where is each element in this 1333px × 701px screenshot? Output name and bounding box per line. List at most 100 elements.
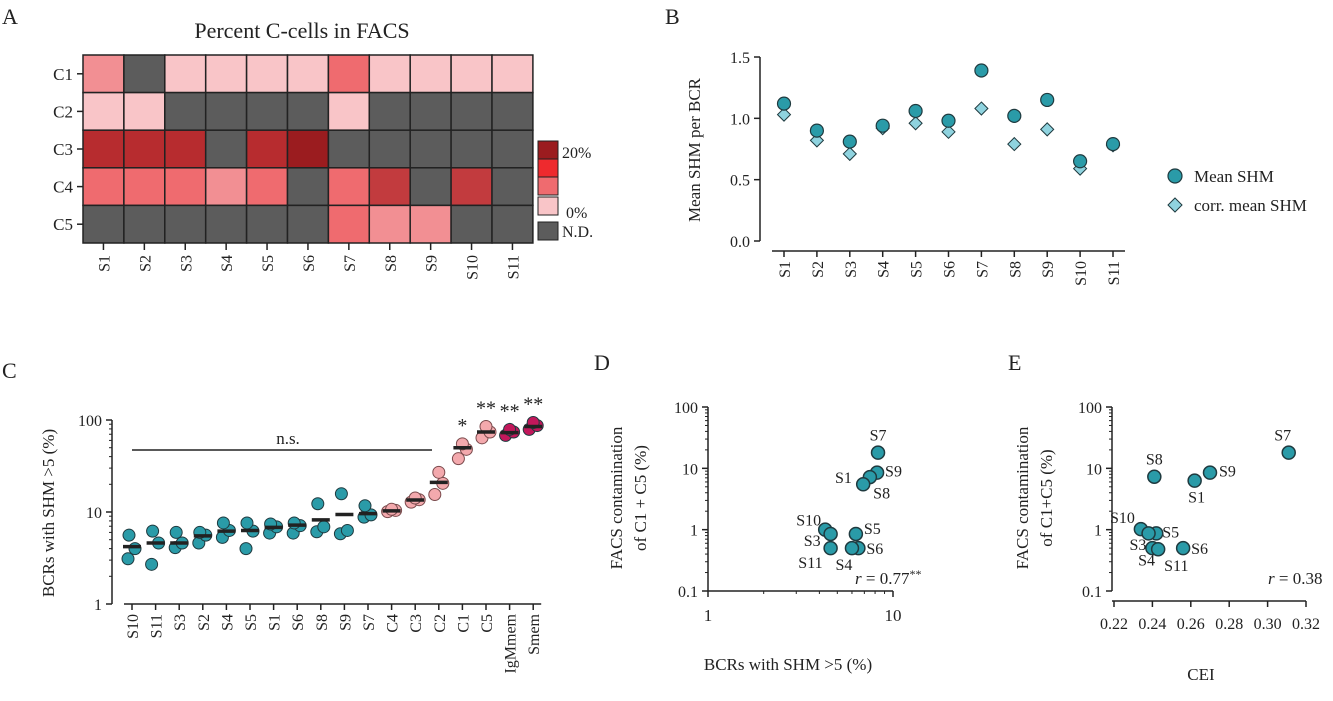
heatmap-cell <box>368 54 411 94</box>
c-point <box>334 487 348 501</box>
d-point <box>823 540 838 556</box>
e-point-label: S5 <box>1162 524 1179 541</box>
col-label: S5 <box>260 255 277 272</box>
b-point-mean <box>1040 92 1055 108</box>
e-x-tick-label: 0.24 <box>1138 616 1166 633</box>
heatmap-title: Percent C-cells in FACS <box>194 18 409 43</box>
panel-letter-c: C <box>2 358 17 383</box>
panel-e-scatter: FACS contamination of C1+C5 (%) CEI 0.1 1… <box>1013 400 1322 684</box>
col-label: S2 <box>137 255 154 272</box>
legend-swatch-mid <box>537 176 559 196</box>
e-point-label: S9 <box>1219 464 1236 481</box>
d-point-label: S7 <box>870 428 887 445</box>
ns-label: n.s. <box>276 429 300 448</box>
d-x-tick-label: 1 <box>704 606 713 625</box>
b-x-tick-label: S8 <box>1007 261 1024 278</box>
e-point <box>1141 526 1156 541</box>
heatmap-cell <box>82 129 125 169</box>
c-ylabel: BCRs with SHM >5 (%) <box>39 429 58 597</box>
heatmap-cell <box>123 91 166 131</box>
b-point-corr-mean <box>776 107 792 122</box>
b-x-tick-label: S7 <box>974 261 991 278</box>
c-point <box>358 499 372 513</box>
b-point-mean <box>974 63 989 78</box>
c-x-tick-label: Smem <box>526 613 543 654</box>
c-x-tick-label: S2 <box>196 614 213 631</box>
b-x-tick-label: S2 <box>810 261 827 278</box>
row-label: C2 <box>53 102 73 121</box>
b-point-mean <box>809 123 825 138</box>
heatmap-cell <box>164 91 207 131</box>
c-point <box>428 487 442 501</box>
heatmap-cell <box>409 54 452 94</box>
c-point <box>122 528 136 542</box>
col-label: S4 <box>219 255 236 272</box>
c-point <box>240 516 254 530</box>
d-r-label: r = 0.77** <box>855 567 921 588</box>
heatmap-cell <box>409 129 452 169</box>
heatmap-cell <box>123 129 166 169</box>
b-y-tick-label: 1.5 <box>730 50 750 67</box>
legend-label-mean-shm: Mean SHM <box>1194 167 1274 186</box>
heatmap-cell <box>491 167 534 207</box>
heatmap-cell <box>82 167 125 207</box>
b-point-corr-mean <box>974 101 989 116</box>
heatmap-cell <box>82 54 125 94</box>
heatmap-cell <box>123 204 166 244</box>
e-y-tick-label: 10 <box>1086 461 1102 478</box>
b-x-tick-label: S1 <box>777 261 794 278</box>
e-r-label: r = 0.38 <box>1268 569 1322 588</box>
c-y-tick-label: 10 <box>86 505 102 522</box>
heatmap-cell <box>327 54 371 94</box>
c-x-tick-label: S11 <box>149 614 166 638</box>
heatmap-cell <box>450 129 493 169</box>
c-x-tick-label: C5 <box>479 614 496 633</box>
panel-letter-b: B <box>665 4 680 29</box>
d-y-tick-label: 1 <box>690 523 698 540</box>
c-x-tick-label: S7 <box>361 614 378 631</box>
heatmap-cell <box>327 167 371 207</box>
c-x-tick-label: IgMmem <box>503 613 520 673</box>
b-x-tick-label: S9 <box>1040 261 1057 278</box>
row-label: C5 <box>53 215 73 234</box>
b-point-corr-mean <box>842 146 858 162</box>
b-x-tick-label: S11 <box>1106 261 1123 285</box>
legend-marker-corr-mean-shm <box>1167 197 1183 213</box>
b-point-mean <box>875 118 890 133</box>
legend-min-label: 0% <box>566 205 587 222</box>
heatmap-cell <box>491 91 534 131</box>
b-point-mean <box>842 134 857 149</box>
d-point-label: S8 <box>873 485 890 502</box>
e-point <box>1150 541 1166 557</box>
d-r-stars: ** <box>909 567 921 581</box>
col-label: S6 <box>301 255 318 272</box>
panel-letter-e: E <box>1008 350 1021 375</box>
d-point-label: S6 <box>866 541 883 558</box>
c-x-tick-label: S9 <box>337 614 354 631</box>
heatmap-cell <box>204 54 248 94</box>
heatmap-cell <box>286 129 330 169</box>
c-x-tick-label: S8 <box>314 614 331 631</box>
heatmap-cell <box>450 204 493 244</box>
e-r-value: = 0.38 <box>1275 569 1323 588</box>
col-label: S10 <box>465 255 482 280</box>
b-point-mean <box>908 103 923 119</box>
heatmap-cell <box>368 91 411 131</box>
c-point <box>432 465 446 479</box>
panel-d-scatter: FACS contamination of C1 + C5 (%) BCRs w… <box>607 400 921 674</box>
e-x-tick-label: 0.32 <box>1292 616 1320 633</box>
c-x-tick-label: S5 <box>243 614 260 631</box>
heatmap-cell <box>409 204 452 244</box>
b-point-mean <box>1007 108 1022 123</box>
b-y-tick-label: 1.0 <box>730 111 750 128</box>
c-significance-star: ** <box>500 400 520 422</box>
panel-letter-a: A <box>2 4 18 29</box>
heatmap-cell <box>286 91 330 131</box>
d-point-label: S4 <box>836 557 853 574</box>
panel-b-scatter: Mean SHM per BCR 0.0 0.5 1.0 1.5 S1 S2 S3 S4 S5 S… <box>685 50 1307 286</box>
b-ylabel: Mean SHM per BCR <box>685 77 704 222</box>
b-x-tick-label: S6 <box>942 261 959 278</box>
panel-c-scatter: BCRs with SHM >5 (%) 1 10 100 S10 S11 S3 S2 S4 S… <box>39 393 544 674</box>
col-label: S9 <box>424 255 441 272</box>
